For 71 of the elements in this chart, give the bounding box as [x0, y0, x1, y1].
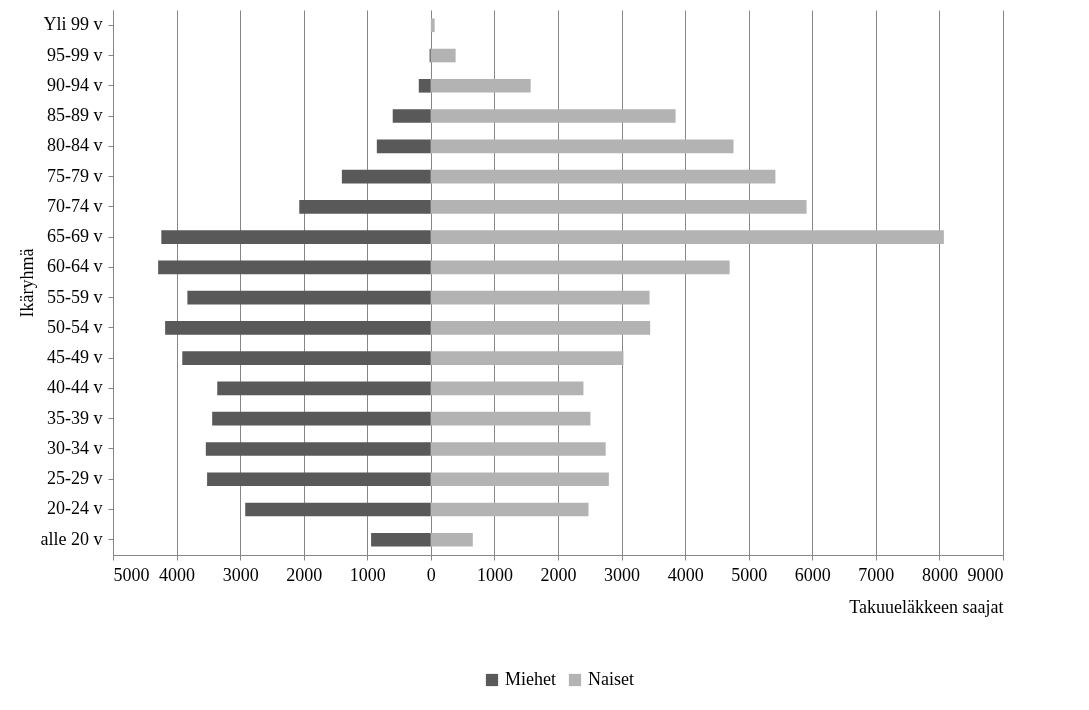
bar	[430, 442, 606, 456]
legend-label: Naiset	[588, 669, 634, 689]
bar	[182, 351, 431, 365]
y-tick-label: 25-29 v	[47, 468, 103, 489]
bar	[371, 532, 431, 547]
y-tick-label: Yli 99 v	[43, 14, 103, 35]
y-tick-label: 20-24 v	[47, 498, 103, 519]
bar	[430, 48, 456, 63]
bar	[205, 442, 431, 456]
y-tick-label: 55-59 v	[47, 286, 103, 307]
bar	[430, 109, 676, 123]
x-tick-label: 4000	[667, 564, 704, 585]
bar	[430, 381, 584, 396]
y-tick-label: 35-39 v	[47, 407, 103, 428]
bar	[430, 411, 591, 426]
legend-label: Miehet	[505, 669, 556, 689]
y-tick-label: 45-49 v	[47, 347, 103, 368]
bar	[430, 260, 730, 275]
bar	[376, 139, 431, 154]
bar	[392, 109, 431, 123]
x-tick-label: 4000	[159, 564, 196, 585]
x-tick-label: 3000	[222, 564, 259, 585]
bar	[165, 321, 431, 335]
bar	[430, 532, 473, 547]
y-tick-label: 60-64 v	[47, 256, 103, 277]
x-tick-label: 5000	[113, 564, 150, 585]
y-tick-label: 95-99 v	[47, 44, 103, 65]
bar	[187, 290, 431, 305]
y-tick-label: 70-74 v	[47, 195, 103, 216]
x-tick-label: 1000	[476, 564, 513, 585]
bar	[430, 139, 734, 154]
y-tick-label: 40-44 v	[47, 377, 103, 398]
bar	[430, 79, 531, 93]
y-tick-label: 75-79 v	[47, 165, 103, 186]
x-axis-title: Takuueläkkeen saajat	[849, 596, 1004, 617]
bar	[430, 351, 624, 365]
bar	[158, 260, 431, 275]
bar	[430, 200, 807, 214]
x-tick-label: 3000	[604, 564, 641, 585]
bar	[341, 169, 431, 184]
y-tick-label: 30-34 v	[47, 437, 103, 458]
x-tick-label: 0	[426, 564, 436, 585]
x-tick-label: 5000	[731, 564, 768, 585]
x-tick-label: 2000	[286, 564, 323, 585]
bar	[217, 381, 431, 396]
bar	[430, 290, 650, 305]
x-tick-label: 9000	[967, 564, 1004, 585]
y-tick-label: 85-89 v	[47, 105, 103, 126]
bar	[299, 200, 431, 214]
y-axis-title: Ikäryhmä	[16, 248, 37, 318]
bar	[430, 472, 609, 486]
bar	[430, 321, 651, 335]
bar	[418, 79, 431, 93]
x-tick-label: 8000	[921, 564, 958, 585]
bar	[430, 502, 589, 517]
x-tick-label: 1000	[349, 564, 386, 585]
bar	[207, 472, 431, 486]
bar	[430, 230, 944, 244]
y-tick-label: 50-54 v	[47, 316, 103, 337]
bar	[161, 230, 431, 244]
x-tick-label: 6000	[794, 564, 831, 585]
y-tick-label: 65-69 v	[47, 226, 103, 247]
y-tick-label: 80-84 v	[47, 135, 103, 156]
bar	[430, 169, 776, 184]
bar	[212, 411, 431, 426]
y-tick-label: alle 20 v	[40, 528, 103, 549]
x-tick-label: 7000	[858, 564, 895, 585]
y-tick-label: 90-94 v	[47, 74, 103, 95]
bar	[245, 502, 431, 517]
x-tick-label: 2000	[540, 564, 577, 585]
bar	[430, 18, 435, 33]
